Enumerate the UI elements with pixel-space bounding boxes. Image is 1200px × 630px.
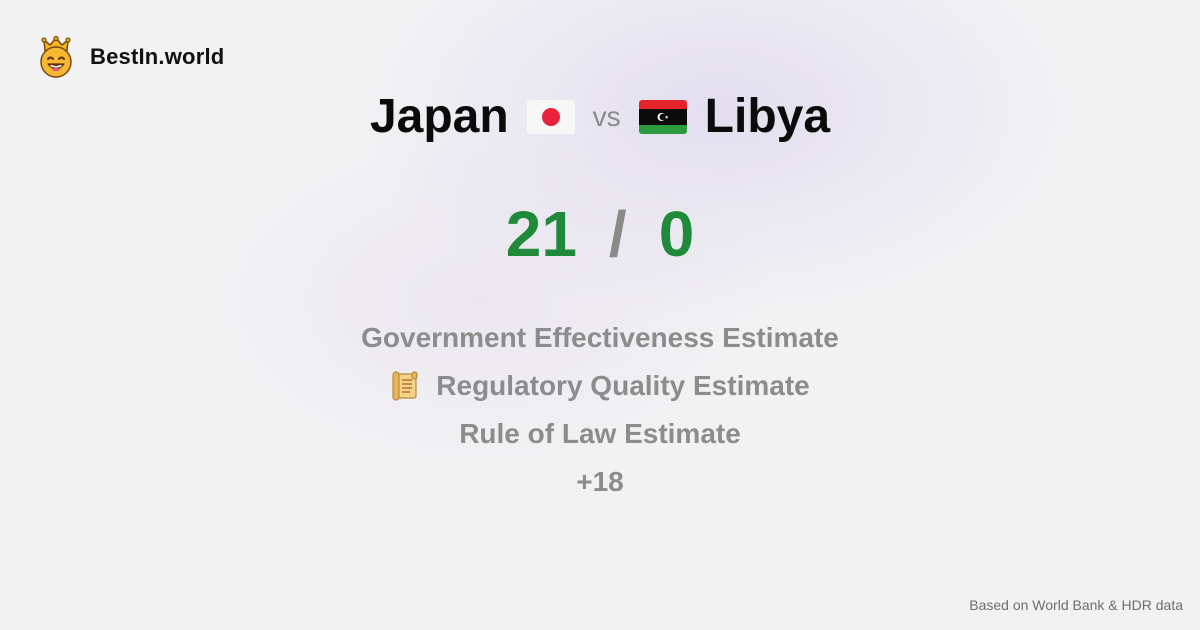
japan-flag-icon	[526, 100, 575, 134]
more-metrics-label: +18	[576, 466, 624, 497]
score: 21 / 0	[0, 196, 1200, 272]
scroll-icon	[392, 371, 418, 401]
libya-flag-icon	[638, 100, 687, 134]
metrics-list: Government Effectiveness Estimate Regula…	[0, 314, 1200, 506]
crown-smiley-icon	[40, 36, 72, 78]
metric-label: Regulatory Quality Estimate	[436, 370, 810, 401]
data-source-note: Based on World Bank & HDR data	[969, 597, 1183, 613]
vs-label: vs	[592, 101, 621, 132]
metric-item: Rule of Law Estimate	[459, 410, 741, 458]
comparison-title: Japan vs Libya	[0, 86, 1200, 148]
metric-label: Rule of Law Estimate	[459, 418, 741, 449]
more-metrics-count[interactable]: +18	[576, 458, 624, 506]
brand[interactable]: BestIn.world	[38, 36, 224, 78]
metric-label: Government Effectiveness Estimate	[361, 322, 839, 353]
right-score: 0	[658, 198, 695, 270]
left-country-name: Japan	[369, 90, 509, 143]
left-score: 21	[505, 198, 577, 270]
score-separator: /	[608, 198, 627, 270]
right-country-name: Libya	[704, 90, 831, 143]
brand-name: BestIn.world	[90, 44, 225, 69]
metric-item: Regulatory Quality Estimate	[390, 362, 810, 410]
metric-item: Government Effectiveness Estimate	[361, 314, 839, 362]
